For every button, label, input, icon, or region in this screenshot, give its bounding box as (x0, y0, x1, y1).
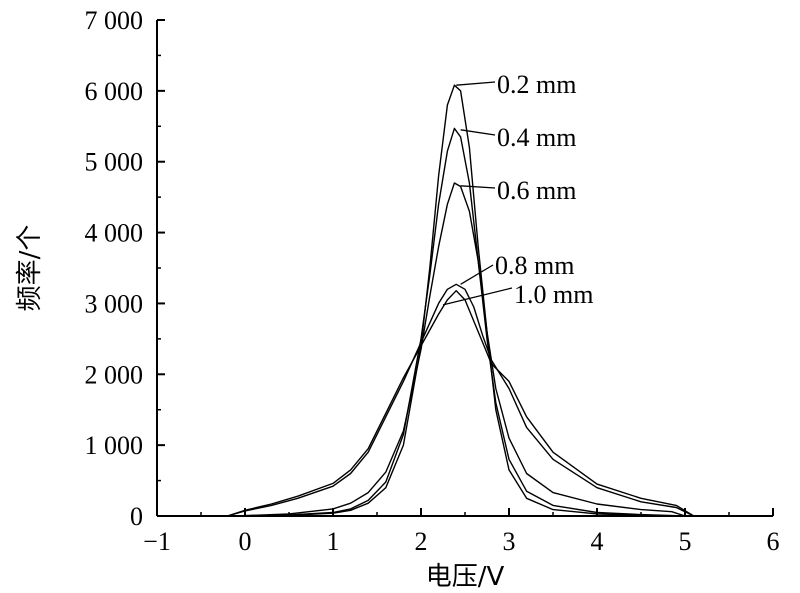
x-tick-label: 0 (239, 527, 252, 556)
series-label: 0.8 mm (495, 251, 574, 280)
label-leader-line (456, 81, 496, 86)
series-label: 0.4 mm (497, 123, 576, 152)
x-tick-label: 6 (767, 527, 780, 556)
series-line-2 (244, 127, 686, 517)
y-axis-label: 频率/个 (15, 225, 45, 312)
series-label: 0.6 mm (497, 176, 576, 205)
x-tick-label: 3 (503, 527, 516, 556)
x-tick-label: 1 (327, 527, 340, 556)
label-leader-line (442, 287, 513, 306)
x-tick-label: 2 (415, 527, 428, 556)
series-line-4 (227, 283, 695, 517)
y-tick-label: 4 000 (85, 219, 144, 248)
label-leader-line (460, 264, 494, 285)
y-tick-label: 0 (130, 502, 143, 531)
series-line-3 (236, 182, 686, 517)
series-label: 1.0 mm (514, 280, 593, 309)
x-axis-label: 电压/V (426, 562, 505, 592)
y-tick-label: 2 000 (85, 360, 144, 389)
x-tick-label: 5 (679, 527, 692, 556)
y-tick-label: 5 000 (85, 148, 144, 177)
axes (156, 20, 773, 517)
y-tick-label: 3 000 (85, 289, 144, 318)
label-leader-line (460, 185, 496, 189)
series-line-1 (244, 84, 686, 517)
y-tick-label: 6 000 (85, 77, 144, 106)
y-tick-label: 7 000 (85, 6, 144, 35)
series-line-5 (227, 290, 695, 517)
x-tick-label: −1 (143, 527, 171, 556)
series-labels: 0.2 mm 0.4 mm 0.6 mm 0.8 mm1.0 mm (442, 70, 593, 309)
y-axis-ticks: 0 1 000 2 000 3 000 4 000 5 000 6 000 7 000 (85, 6, 165, 531)
y-tick-label: 1 000 (85, 431, 144, 460)
series-label: 0.2 mm (497, 70, 576, 99)
series-lines (227, 84, 695, 517)
label-leader-line (460, 129, 496, 136)
x-tick-label: 4 (591, 527, 604, 556)
